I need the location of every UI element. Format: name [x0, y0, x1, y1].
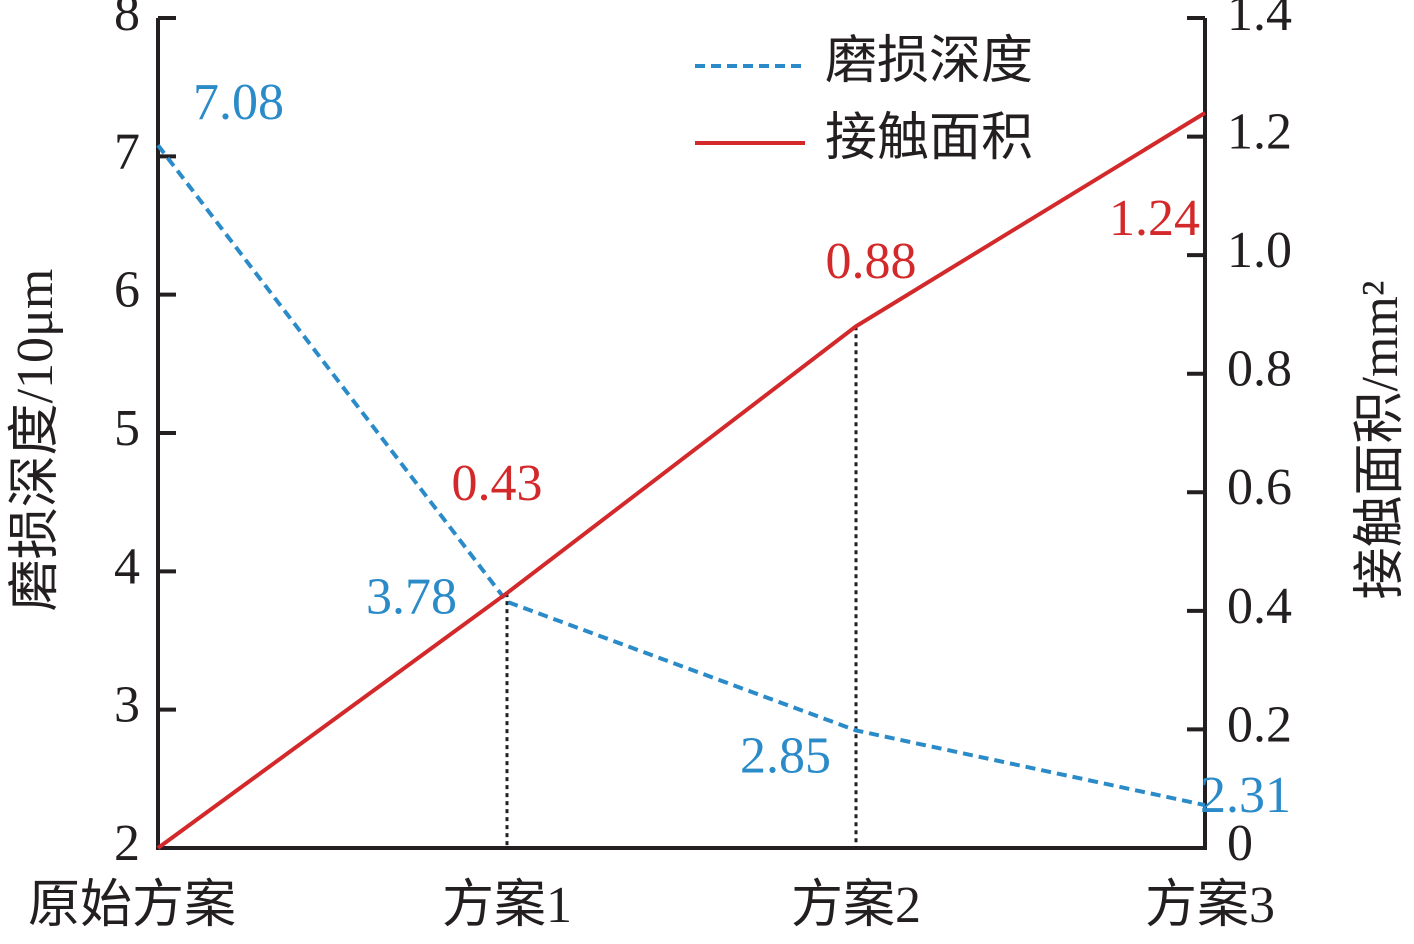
x-tick-label: 方案2 — [791, 877, 921, 934]
y-tick-label: 8 — [114, 0, 140, 42]
y2-tick-label: 1.2 — [1227, 104, 1292, 161]
series-line — [156, 111, 1207, 850]
y2-tick-label: 0.6 — [1227, 459, 1292, 516]
legend-label: 磨损深度 — [825, 33, 1033, 90]
y-tick-label: 6 — [114, 262, 140, 319]
data-label: 2.85 — [740, 727, 831, 784]
y-axis-label: 磨损深度/10μm — [7, 269, 64, 612]
y-tick-label: 7 — [114, 123, 140, 180]
y-tick-label: 2 — [114, 815, 140, 872]
data-label: 0.43 — [452, 455, 543, 512]
series-line — [156, 144, 1206, 808]
x-tick-label: 方案1 — [442, 877, 572, 934]
y2-axis-label: 接触面积/mm² — [1352, 281, 1409, 600]
data-label: 3.78 — [366, 569, 457, 626]
data-label: 1.24 — [1109, 190, 1200, 247]
y2-tick-label: 0.4 — [1227, 578, 1292, 635]
y2-tick-label: 0.2 — [1227, 696, 1292, 753]
y-tick-label: 4 — [114, 538, 140, 595]
y-tick-label: 3 — [114, 677, 140, 734]
data-label: 2.31 — [1200, 767, 1291, 824]
x-tick-label: 方案3 — [1145, 877, 1275, 934]
data-label: 0.88 — [826, 233, 917, 290]
data-label: 7.08 — [193, 74, 284, 131]
y-tick-label: 5 — [114, 400, 140, 457]
y2-tick-label: 1.0 — [1227, 222, 1292, 279]
y2-tick-label: 0 — [1227, 815, 1253, 872]
axis-frame — [156, 18, 1207, 850]
y2-tick-label: 1.4 — [1227, 0, 1292, 42]
y2-tick-label: 0.8 — [1227, 341, 1292, 398]
x-tick-label: 原始方案 — [28, 877, 236, 934]
legend-label: 接触面积 — [825, 110, 1033, 167]
